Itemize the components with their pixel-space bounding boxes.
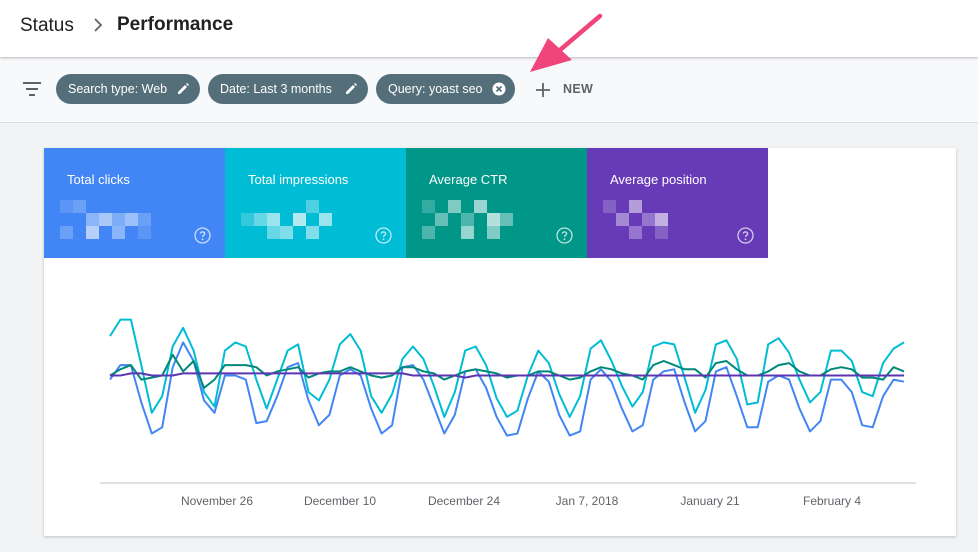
metric-label: Total clicks [67,172,130,187]
redacted-value [603,200,683,242]
breadcrumb-status[interactable]: Status [20,15,74,36]
performance-card: Total clicks Total impressions Average C… [44,148,956,536]
annotation-arrow-icon [530,13,603,72]
metric-total-clicks[interactable]: Total clicks [44,148,225,258]
filter-chip-search-type[interactable]: Search type: Web [56,74,200,104]
redacted-value [422,200,522,242]
app-header: Status Performance [0,0,978,57]
x-tick-label: November 26 [181,494,253,508]
filter-chip-label: Query: yoast seo [388,82,483,96]
filter-chip-label: Date: Last 3 months [220,82,332,96]
x-tick-label: December 24 [428,494,500,508]
filter-chip-date[interactable]: Date: Last 3 months [208,74,368,104]
chevron-right-icon [94,18,103,32]
series-line-1[interactable] [109,318,905,418]
help-icon[interactable] [194,227,211,244]
filter-chip-query[interactable]: Query: yoast seo [376,74,515,104]
filter-chip-label: Search type: Web [68,82,168,96]
metric-label: Total impressions [248,172,349,187]
metric-average-ctr[interactable]: Average CTR [406,148,587,258]
new-filter-label: NEW [563,82,594,96]
help-icon[interactable] [737,227,754,244]
help-icon[interactable] [556,227,573,244]
filter-icon[interactable] [22,80,42,98]
help-icon[interactable] [375,227,392,244]
metric-label: Average position [610,172,707,187]
redacted-value [60,200,160,242]
close-circle-icon[interactable] [492,82,506,96]
page-title: Performance [117,14,234,35]
x-tick-label: January 21 [680,494,740,508]
plus-icon [536,83,550,97]
metric-total-impressions[interactable]: Total impressions [225,148,406,258]
metric-average-position[interactable]: Average position [587,148,768,258]
pencil-icon[interactable] [344,82,358,96]
x-tick-label: December 10 [304,494,376,508]
metric-label: Average CTR [429,172,508,187]
x-tick-label: Jan 7, 2018 [556,494,619,508]
series-line-2[interactable] [109,353,905,389]
series-line-3[interactable] [110,372,904,379]
series-line-0[interactable] [109,341,905,437]
pencil-icon[interactable] [176,82,190,96]
filter-bar: Search type: Web Date: Last 3 months Que… [0,58,978,123]
performance-chart[interactable]: November 26 December 10 December 24 Jan 7, … [44,258,956,536]
redacted-value [241,200,341,242]
x-tick-label: February 4 [803,494,861,508]
